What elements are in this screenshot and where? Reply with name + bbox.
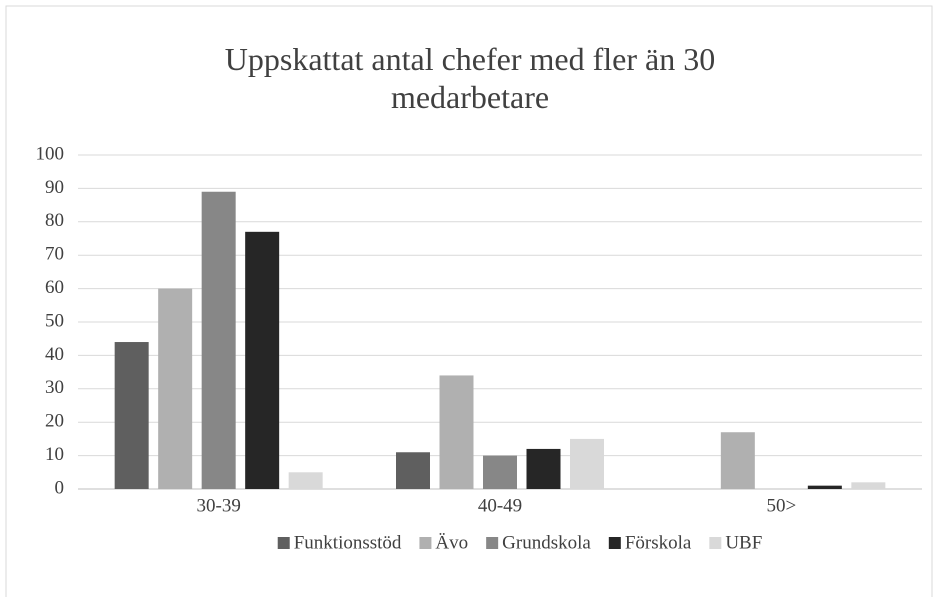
y-tick-label: 100: [36, 143, 65, 164]
bar: [439, 375, 474, 489]
x-tick-label: 40-49: [478, 495, 522, 516]
bar: [851, 482, 886, 489]
bar: [570, 438, 604, 489]
bar: [158, 288, 193, 489]
bar: [526, 448, 561, 489]
x-tick-label: 30-39: [197, 495, 241, 516]
legend-swatch: [419, 537, 432, 549]
legend-label: Ävo: [435, 532, 468, 553]
legend-label: Grundskola: [502, 532, 591, 553]
y-tick-label: 0: [55, 477, 65, 498]
legend-label: Förskola: [625, 532, 692, 553]
chart-border: [5, 5, 933, 597]
legend-label: UBF: [725, 532, 762, 553]
legend-swatch: [608, 537, 621, 549]
bar: [807, 485, 842, 489]
y-tick-label: 20: [45, 411, 64, 432]
y-tick-label: 90: [45, 177, 64, 198]
chart-title: Uppskattat antal chefer med fler än 30 m…: [224, 41, 716, 115]
y-tick-label: 30: [45, 377, 64, 398]
legend-swatch: [486, 537, 499, 549]
bar: [114, 342, 149, 489]
legend-swatch: [709, 537, 722, 549]
y-tick-label: 80: [45, 210, 64, 231]
legend-label: Funktionsstöd: [294, 532, 402, 553]
bar: [288, 472, 323, 489]
bar: [483, 455, 517, 489]
y-tick-label: 50: [45, 310, 64, 331]
bar: [201, 191, 236, 490]
legend-swatch: [277, 537, 290, 549]
y-tick-label: 70: [45, 244, 64, 265]
bar: [720, 432, 755, 489]
x-tick-label: 50>: [766, 495, 796, 516]
y-tick-label: 60: [45, 277, 64, 298]
y-tick-label: 10: [45, 444, 64, 465]
bar: [245, 231, 280, 489]
y-tick-label: 40: [45, 344, 64, 365]
bar: [396, 452, 430, 489]
